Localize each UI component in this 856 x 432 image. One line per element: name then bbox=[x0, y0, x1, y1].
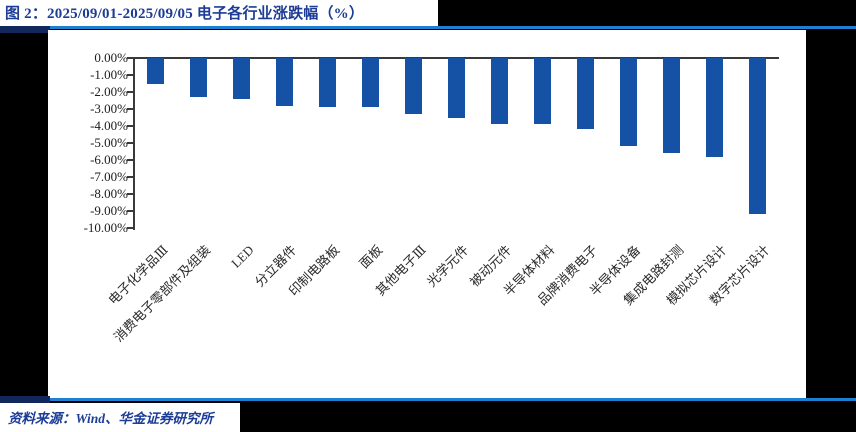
y-tick-label: -7.00% bbox=[90, 169, 128, 184]
y-axis-tick bbox=[127, 142, 134, 144]
y-tick-label: -6.00% bbox=[90, 152, 128, 167]
bar bbox=[491, 58, 508, 124]
y-tick-label: -10.00% bbox=[83, 220, 128, 235]
y-axis-tick bbox=[127, 159, 134, 161]
y-axis-tick bbox=[127, 91, 134, 93]
y-axis-tick bbox=[127, 176, 134, 178]
bar bbox=[577, 58, 594, 129]
chart-area: 0.00% -1.00% -2.00% -3.00% -4.00% -5.00% -6.00… bbox=[48, 30, 806, 398]
y-tick-label: -2.00% bbox=[90, 84, 128, 99]
bar bbox=[276, 58, 293, 106]
y-axis-tick bbox=[127, 108, 134, 110]
bar bbox=[362, 58, 379, 107]
x-category-label: 面板 bbox=[356, 242, 386, 272]
bar bbox=[233, 58, 250, 99]
y-axis-tick bbox=[127, 210, 134, 212]
bar bbox=[190, 58, 207, 97]
y-tick-label: -9.00% bbox=[90, 203, 128, 218]
y-axis-line bbox=[133, 57, 135, 230]
y-axis-tick bbox=[127, 227, 134, 229]
y-tick-label: -3.00% bbox=[90, 101, 128, 116]
y-tick-label: -1.00% bbox=[90, 67, 128, 82]
x-category-label: LED bbox=[228, 242, 257, 271]
figure-title-bar: 图 2：2025/09/01-2025/09/05 电子各行业涨跌幅（%） bbox=[0, 0, 438, 27]
y-axis-tick bbox=[127, 57, 134, 59]
source-note-bar: 资料来源：Wind、华金证券研究所 bbox=[0, 403, 240, 432]
bar bbox=[147, 58, 164, 84]
bar bbox=[749, 58, 766, 214]
y-tick-label: -8.00% bbox=[90, 186, 128, 201]
x-category-label: 光学元件 bbox=[424, 242, 472, 290]
y-tick-label: -4.00% bbox=[90, 118, 128, 133]
figure-title: 图 2：2025/09/01-2025/09/05 电子各行业涨跌幅（%） bbox=[5, 6, 365, 22]
top-divider-rule bbox=[0, 26, 856, 29]
top-divider-accent-segment bbox=[0, 26, 50, 33]
y-axis-tick bbox=[127, 193, 134, 195]
bar bbox=[620, 58, 637, 146]
bottom-divider-accent-segment bbox=[0, 396, 50, 403]
bar bbox=[319, 58, 336, 107]
bar bbox=[663, 58, 680, 153]
bar bbox=[706, 58, 723, 157]
source-note: 资料来源：Wind、华金证券研究所 bbox=[8, 411, 214, 426]
y-tick-label: 0.00% bbox=[94, 50, 128, 65]
bar bbox=[405, 58, 422, 114]
y-tick-label: -5.00% bbox=[90, 135, 128, 150]
bar bbox=[534, 58, 551, 124]
y-axis-tick bbox=[127, 74, 134, 76]
y-axis-tick bbox=[127, 125, 134, 127]
bottom-divider-rule bbox=[0, 398, 856, 401]
bar bbox=[448, 58, 465, 118]
